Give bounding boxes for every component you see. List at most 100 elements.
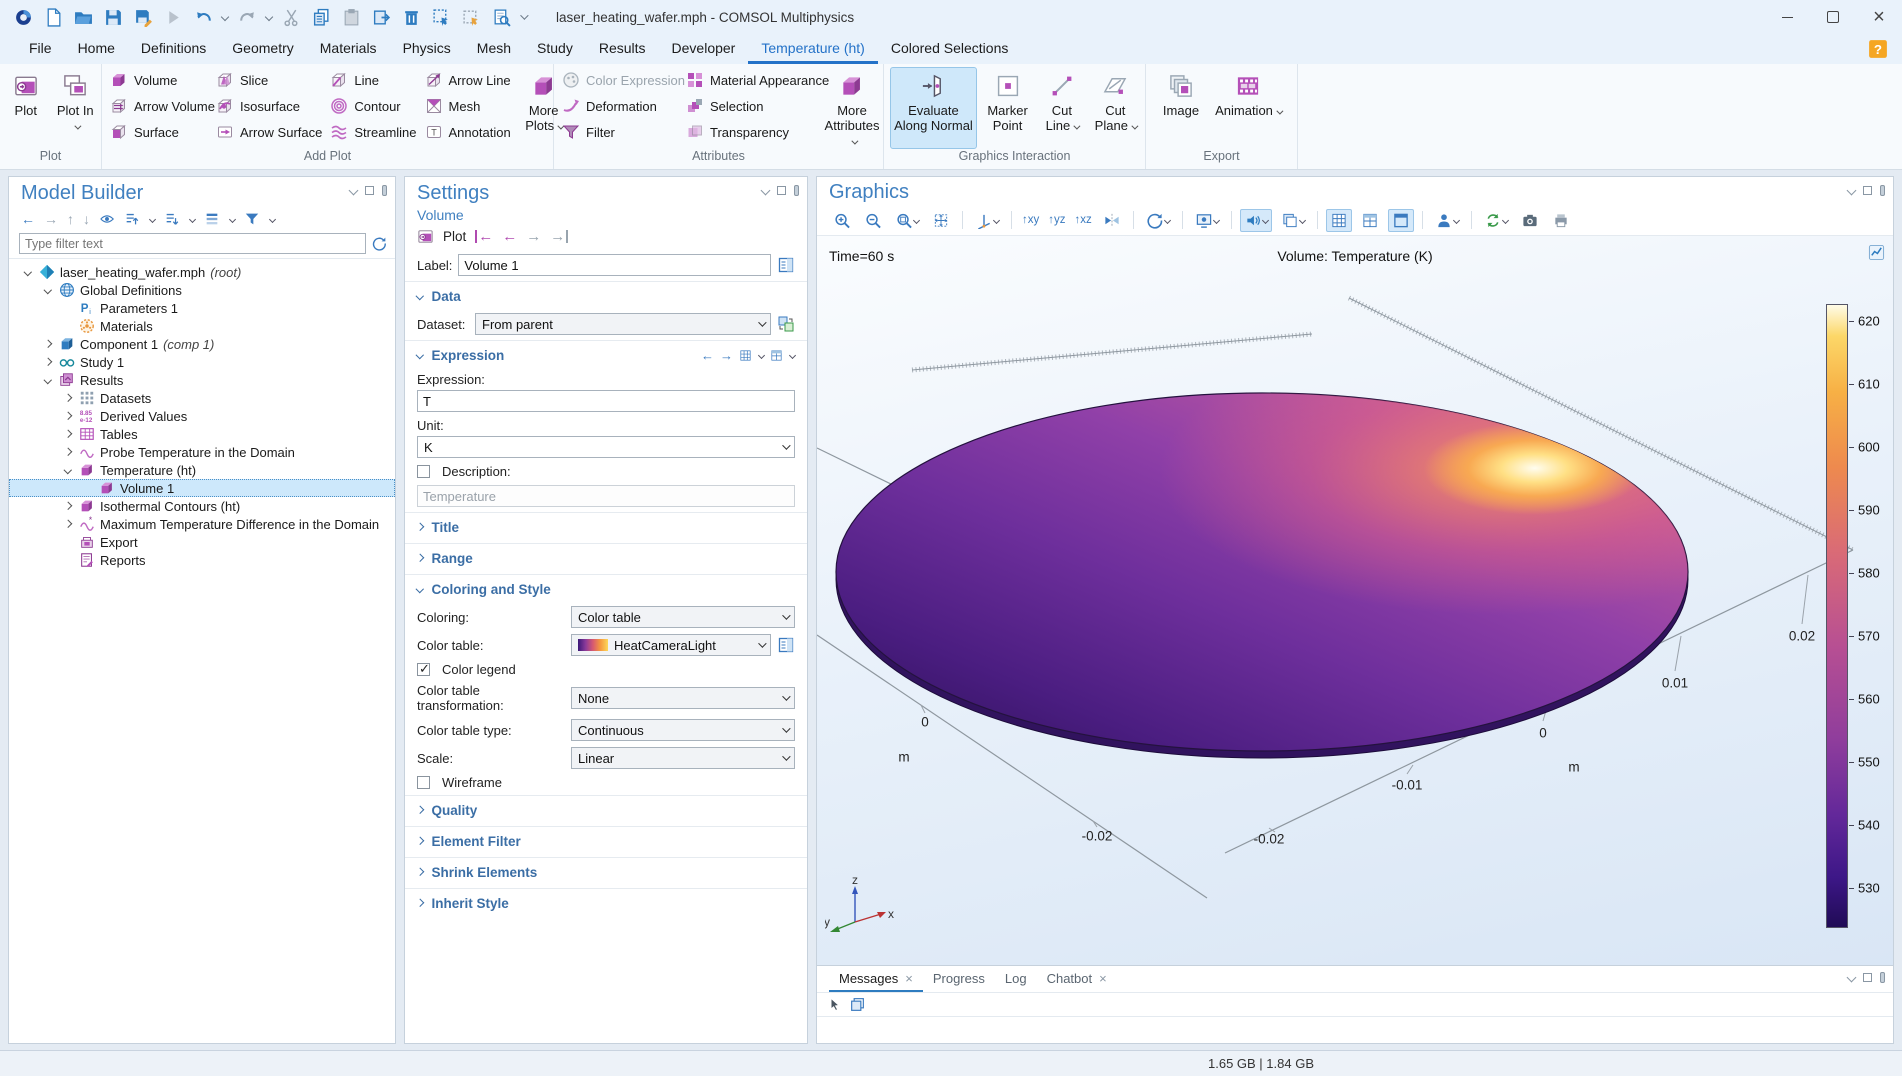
- nav-forward-icon[interactable]: →: [44, 211, 58, 227]
- ribbon-button-image[interactable]: Image: [1156, 67, 1206, 149]
- menu-tab-geometry[interactable]: Geometry: [219, 34, 306, 64]
- save-as-button[interactable]: [128, 4, 158, 30]
- pointer-icon[interactable]: [827, 997, 842, 1012]
- tree-chevron-closed-icon[interactable]: [62, 428, 74, 440]
- panel-menu-caret-icon[interactable]: [761, 186, 771, 196]
- tree-item-laser-heating-wafer-mph[interactable]: laser_heating_wafer.mph(root): [9, 263, 395, 281]
- ribbon-button-plot-in[interactable]: Plot In: [54, 67, 98, 149]
- collapse-caret-icon[interactable]: [189, 215, 196, 222]
- cut-button[interactable]: [276, 4, 306, 30]
- tree-item-component-1[interactable]: Component 1(comp 1): [9, 335, 395, 353]
- menu-tab-physics[interactable]: Physics: [390, 34, 464, 64]
- panel-float-icon[interactable]: [365, 186, 374, 195]
- collapse-all-icon[interactable]: [164, 211, 180, 227]
- menu-tab-temperature-ht[interactable]: Temperature (ht): [748, 34, 877, 64]
- plot-canvas[interactable]: Time=60 s Volume: Temperature (K) 620610…: [817, 236, 1893, 966]
- tree-item-maximum-temperature-difference-in-the-domain[interactable]: Maximum Temperature Difference in the Do…: [9, 515, 395, 533]
- section-quality[interactable]: Quality: [405, 795, 807, 824]
- ribbon-button-cut-plane[interactable]: Cut Plane: [1090, 67, 1141, 149]
- tree-item-probe-temperature-in-the-domain[interactable]: Probe Temperature in the Domain: [9, 443, 395, 461]
- tree-item-study-1[interactable]: Study 1: [9, 353, 395, 371]
- close-button[interactable]: ×: [1856, 0, 1902, 34]
- unit-combo[interactable]: K: [417, 436, 795, 458]
- bottom-tab-progress[interactable]: Progress: [923, 966, 995, 992]
- ribbon-button-evaluate-along-normal[interactable]: Evaluate Along Normal: [890, 67, 977, 149]
- section-expression[interactable]: Expression ←→: [405, 340, 807, 369]
- copy-messages-icon[interactable]: [850, 997, 865, 1012]
- tree-chevron-closed-icon[interactable]: [62, 500, 74, 512]
- ribbon-item-arrow-surface[interactable]: Arrow Surface: [212, 119, 326, 145]
- filter-icon[interactable]: [244, 211, 260, 227]
- tree-item-datasets[interactable]: Datasets: [9, 389, 395, 407]
- tree-item-global-definitions[interactable]: Global Definitions: [9, 281, 395, 299]
- tree-item-export[interactable]: Export: [9, 533, 395, 551]
- move-down-icon[interactable]: ↓: [83, 211, 90, 227]
- color-table-dropdown[interactable]: HeatCameraLight: [571, 634, 771, 656]
- ribbon-item-transparency[interactable]: Transparency: [682, 119, 820, 145]
- ribbon-item-surface[interactable]: Surface: [106, 119, 212, 145]
- ribbon-button-plot[interactable]: Plot: [4, 67, 48, 149]
- graphics-tool-zoomout[interactable]: [860, 209, 886, 232]
- expr-next-icon[interactable]: →: [720, 348, 733, 363]
- panel-pin-icon[interactable]: [1880, 972, 1885, 983]
- panel-menu-caret-icon[interactable]: [349, 186, 359, 196]
- ribbon-item-contour[interactable]: Contour: [326, 93, 420, 119]
- last-plot-icon[interactable]: →: [550, 230, 568, 243]
- color-legend-checkbox[interactable]: [417, 663, 430, 676]
- help-button[interactable]: [1868, 39, 1888, 59]
- undo-button[interactable]: [188, 4, 218, 30]
- ribbon-item-selection[interactable]: Selection: [682, 93, 820, 119]
- next-plot-icon[interactable]: →: [526, 230, 541, 243]
- graphics-tool-sync[interactable]: [1480, 209, 1512, 232]
- ribbon-item-filter[interactable]: Filter: [558, 119, 682, 145]
- tree-item-results[interactable]: Results: [9, 371, 395, 389]
- copy-button[interactable]: [306, 4, 336, 30]
- redo-caret-icon[interactable]: [265, 13, 273, 21]
- select-button[interactable]: [426, 4, 456, 30]
- ribbon-item-volume[interactable]: Volume: [106, 67, 212, 93]
- ribbon-item-isosurface[interactable]: Isosurface: [212, 93, 326, 119]
- expr-prev-icon[interactable]: ←: [701, 348, 714, 363]
- section-data[interactable]: Data: [405, 281, 807, 310]
- tree-item-parameters-1[interactable]: Parameters 1: [9, 299, 395, 317]
- tree-chevron-open-icon[interactable]: [22, 266, 34, 278]
- wireframe-checkbox[interactable]: [417, 776, 430, 789]
- menu-tab-developer[interactable]: Developer: [659, 34, 749, 64]
- ribbon-button-cut-line[interactable]: Cut Line: [1038, 67, 1085, 149]
- graphics-tool-scene[interactable]: [1191, 209, 1223, 232]
- graphics-tool-person[interactable]: [1431, 209, 1463, 232]
- coloring-dropdown[interactable]: Color table: [571, 606, 795, 628]
- tree-chevron-closed-icon[interactable]: [62, 392, 74, 404]
- tree-chevron-closed-icon[interactable]: [62, 410, 74, 422]
- tree-chevron-open-icon[interactable]: [62, 464, 74, 476]
- menu-tab-mesh[interactable]: Mesh: [464, 34, 524, 64]
- panel-float-icon[interactable]: [777, 186, 786, 195]
- ribbon-item-streamline[interactable]: Streamline: [326, 119, 420, 145]
- tree-chevron-closed-icon[interactable]: [62, 446, 74, 458]
- menu-tab-colored-selections[interactable]: Colored Selections: [878, 34, 1022, 64]
- ribbon-item-material-appearance[interactable]: Material Appearance: [682, 67, 820, 93]
- graphics-tool-zoomin[interactable]: [829, 209, 855, 232]
- graphics-tool-frame2[interactable]: [1388, 209, 1414, 232]
- previous-plot-icon[interactable]: ←: [502, 230, 517, 243]
- ribbon-item-slice[interactable]: Slice: [212, 67, 326, 93]
- refresh-icon[interactable]: [372, 236, 387, 251]
- expand-all-icon[interactable]: [124, 211, 140, 227]
- minimize-button[interactable]: [1764, 0, 1810, 34]
- search-button[interactable]: [486, 4, 516, 30]
- tree-item-tables[interactable]: Tables: [9, 425, 395, 443]
- tree-item-isothermal-contours-ht[interactable]: Isothermal Contours (ht): [9, 497, 395, 515]
- tree-chevron-closed-icon[interactable]: [42, 356, 54, 368]
- delete-button[interactable]: [396, 4, 426, 30]
- view-xy-button[interactable]: ↑xy: [1020, 214, 1041, 226]
- undo-caret-icon[interactable]: [221, 13, 229, 21]
- graphics-tool-rotate[interactable]: [1142, 209, 1174, 232]
- tree-chevron-open-icon[interactable]: [42, 284, 54, 296]
- ribbon-item-arrow-volume[interactable]: Arrow Volume: [106, 93, 212, 119]
- graphics-tool-tbl2[interactable]: [1357, 209, 1383, 232]
- panel-pin-icon[interactable]: [794, 185, 799, 196]
- color-table-type-dropdown[interactable]: Continuous: [571, 719, 795, 741]
- graphics-tool-grid2[interactable]: [1326, 209, 1352, 232]
- tree-item-temperature-ht[interactable]: Temperature (ht): [9, 461, 395, 479]
- move-up-icon[interactable]: ↑: [67, 211, 74, 227]
